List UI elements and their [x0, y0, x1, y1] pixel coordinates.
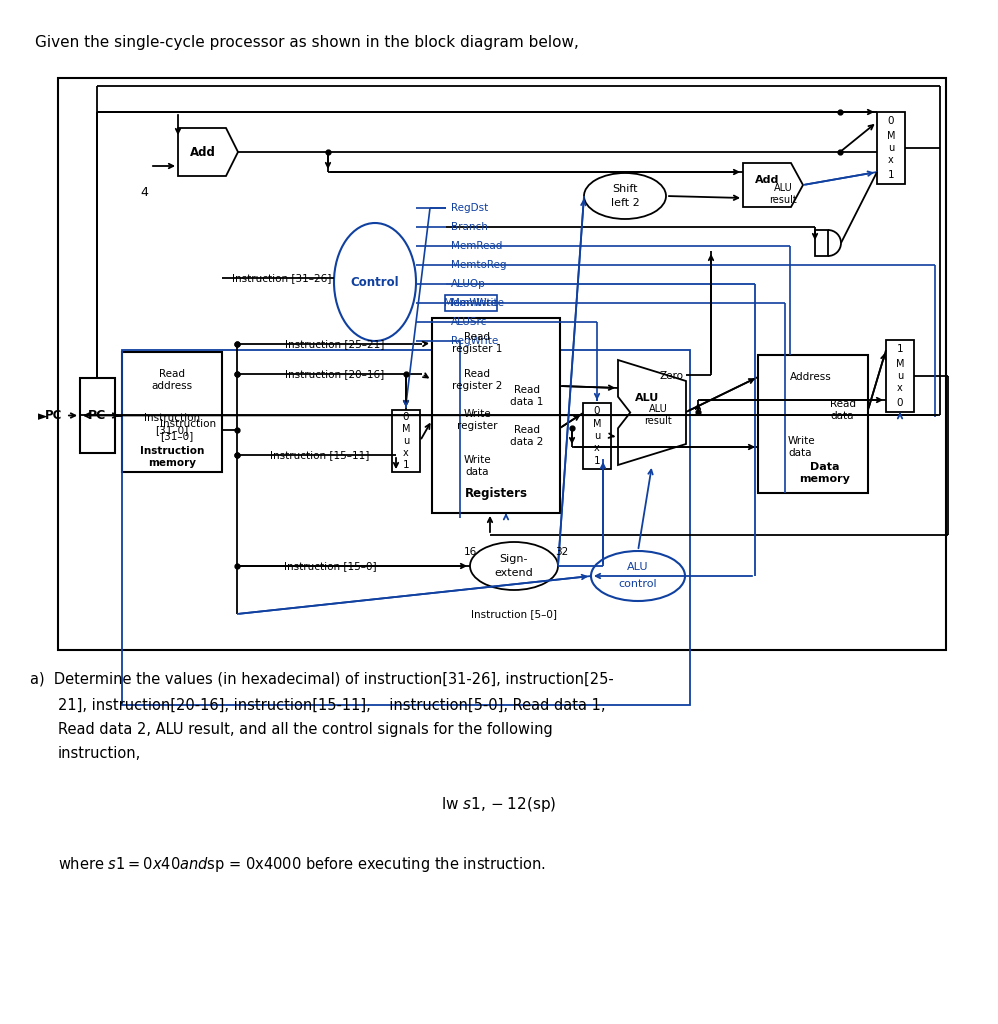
Text: Shift: Shift	[612, 184, 638, 194]
Text: 0: 0	[888, 116, 894, 126]
Bar	[583, 403, 611, 469]
Text: a)  Determine the values (in hexadecimal) of instruction[31-26], instruction[25-: a) Determine the values (in hexadecimal)…	[30, 672, 614, 687]
Text: Instruction [31–26]: Instruction [31–26]	[233, 273, 331, 283]
Ellipse shape	[584, 173, 666, 219]
Bar	[432, 318, 560, 513]
Text: Registers: Registers	[464, 486, 528, 500]
Text: instruction,: instruction,	[58, 746, 142, 761]
Text: Zero: Zero	[660, 371, 684, 381]
Text: Address: Address	[790, 372, 831, 382]
Text: 1: 1	[594, 456, 601, 466]
Polygon shape	[743, 163, 803, 207]
Text: Instruction [25–21]: Instruction [25–21]	[285, 339, 384, 349]
Text: Read data 2, ALU result, and all the control signals for the following: Read data 2, ALU result, and all the con…	[58, 722, 553, 737]
Text: Read
data 2: Read data 2	[510, 425, 544, 446]
Bar	[815, 230, 828, 256]
Text: ALU: ALU	[635, 393, 659, 403]
Text: ALUSrc: ALUSrc	[451, 317, 487, 327]
Text: Add: Add	[754, 175, 779, 185]
Text: Instruction [5–0]: Instruction [5–0]	[471, 609, 557, 618]
Text: Write
register: Write register	[457, 410, 497, 431]
Text: MemWrite: MemWrite	[444, 298, 497, 308]
Text: Read
register 1: Read register 1	[452, 332, 502, 354]
Text: RegDst: RegDst	[451, 203, 488, 213]
Text: 32: 32	[555, 547, 569, 557]
Text: 4: 4	[140, 186, 148, 200]
Text: M
u
x: M u x	[896, 359, 904, 392]
Text: Instruction [15–0]: Instruction [15–0]	[283, 561, 376, 571]
Text: 0: 0	[594, 406, 600, 416]
Text: ALU
result: ALU result	[644, 404, 672, 426]
Text: Instruction
memory: Instruction memory	[140, 446, 205, 468]
Text: MemtoReg: MemtoReg	[451, 260, 507, 270]
Text: left 2: left 2	[611, 198, 640, 208]
Text: ►: ►	[38, 410, 48, 423]
Text: RegWrite: RegWrite	[451, 336, 498, 346]
Text: control: control	[619, 579, 658, 589]
Text: Data
memory: Data memory	[799, 462, 850, 483]
Bar	[877, 112, 905, 184]
Text: MemWrite: MemWrite	[451, 298, 504, 308]
Text: ALU: ALU	[628, 562, 649, 572]
Ellipse shape	[591, 551, 685, 601]
Text: Instruction
[31–0]: Instruction [31–0]	[144, 414, 200, 435]
Polygon shape	[618, 360, 686, 465]
Text: Read
data 1: Read data 1	[510, 385, 544, 407]
Text: Read
data: Read data	[830, 399, 856, 421]
Bar	[122, 350, 690, 705]
Text: Control: Control	[350, 275, 399, 289]
Text: Read
address: Read address	[152, 370, 193, 391]
Text: 21], instruction[20-16], instruction[15-11],    instruction[5-0], Read data 1,: 21], instruction[20-16], instruction[15-…	[58, 698, 606, 713]
Text: Given the single-cycle processor as shown in the block diagram below,: Given the single-cycle processor as show…	[35, 35, 579, 50]
Text: Read
register 2: Read register 2	[452, 370, 502, 391]
Text: Sign-: Sign-	[500, 554, 528, 564]
Text: M
u
x: M u x	[593, 420, 601, 453]
Text: M
u
x: M u x	[402, 424, 410, 458]
Polygon shape	[178, 128, 238, 176]
Bar	[886, 340, 914, 412]
Text: Instruction
[31–0]: Instruction [31–0]	[160, 419, 217, 440]
Text: extend: extend	[495, 568, 533, 578]
Text: lw $s1, -12($sp): lw $s1, -12($sp)	[441, 795, 557, 814]
Text: 1: 1	[896, 344, 903, 353]
Text: PC: PC	[89, 409, 107, 422]
Bar	[80, 378, 115, 453]
Text: 16: 16	[463, 547, 477, 557]
Text: M
u
x: M u x	[887, 131, 895, 165]
Text: PC: PC	[45, 409, 62, 422]
Bar	[392, 410, 420, 472]
Text: ALUOp: ALUOp	[451, 279, 486, 289]
Text: where $s1 = 0x40 and $sp = 0x4000 before executing the instruction.: where $s1 = 0x40 and $sp = 0x4000 before…	[58, 855, 546, 874]
Ellipse shape	[470, 542, 558, 590]
Text: 1: 1	[887, 170, 894, 180]
Text: MemRead: MemRead	[451, 241, 502, 251]
Text: 0: 0	[897, 398, 903, 409]
Text: Instruction [15–11]: Instruction [15–11]	[270, 450, 369, 460]
Text: ALU
result: ALU result	[769, 183, 796, 205]
Text: Instruction [20–16]: Instruction [20–16]	[285, 369, 384, 379]
Text: Write
data: Write data	[788, 436, 815, 458]
Text: 0: 0	[403, 413, 409, 423]
Text: Branch: Branch	[451, 222, 488, 232]
Bar	[122, 352, 222, 472]
Bar	[758, 355, 868, 493]
Bar	[445, 295, 497, 311]
Ellipse shape	[334, 223, 416, 341]
Text: Add: Add	[190, 145, 216, 159]
Text: 1: 1	[402, 460, 409, 470]
Text: Write
data: Write data	[463, 456, 491, 477]
Bar	[58, 78, 946, 650]
